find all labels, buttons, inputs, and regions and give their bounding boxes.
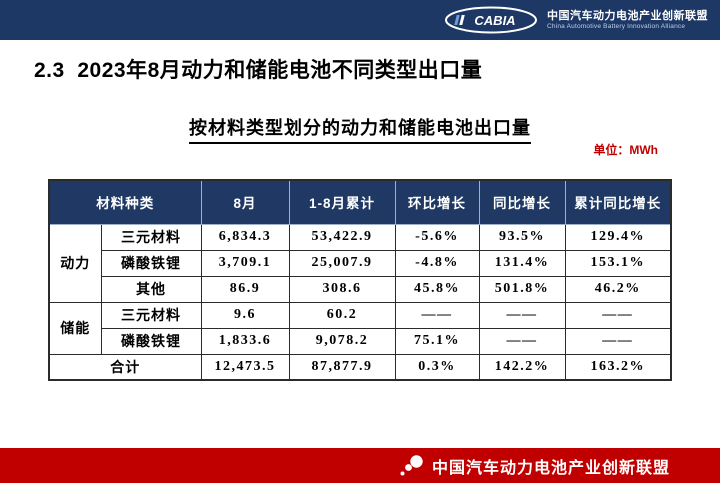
table-cell: 3,709.1 <box>200 249 290 277</box>
table-title: 按材料类型划分的动力和储能电池出口量 <box>189 114 531 144</box>
table-cell: 153.1% <box>564 249 672 277</box>
table-cell: 163.2% <box>564 353 672 381</box>
col-header-cum-yoy-growth: 累计同比增长 <box>564 179 672 225</box>
table-cell: —— <box>394 301 480 329</box>
subtitle-wrap: 按材料类型划分的动力和储能电池出口量 <box>0 114 720 144</box>
table-cell: 53,422.9 <box>288 223 396 251</box>
total-label-cell: 合计 <box>48 353 202 381</box>
table-header-row: 材料种类 8月 1-8月累计 环比增长 同比增长 累计同比增长 <box>48 179 672 225</box>
cabia-logo-icon: CABIA <box>445 6 537 34</box>
org-name-en: China Automotive Battery Innovation Alli… <box>547 22 686 30</box>
table-cell: 60.2 <box>288 301 396 329</box>
material-cell: 其他 <box>100 275 202 303</box>
table-total-row: 合计 12,473.5 87,877.9 0.3% 142.2% 163.2% <box>48 353 672 381</box>
col-header-material: 材料种类 <box>48 179 202 225</box>
org-name-block: 中国汽车动力电池产业创新联盟 China Automotive Battery … <box>547 10 708 30</box>
table-cell: 46.2% <box>564 275 672 303</box>
table-cell: 12,473.5 <box>200 353 290 381</box>
table-cell: —— <box>564 327 672 355</box>
col-header-mom-growth: 环比增长 <box>394 179 480 225</box>
group-cell-power: 动力 <box>48 223 102 303</box>
table-cell: 75.1% <box>394 327 480 355</box>
table-cell: 131.4% <box>478 249 566 277</box>
table-cell: 501.8% <box>478 275 566 303</box>
table-cell: 87,877.9 <box>288 353 396 381</box>
col-header-yoy-growth: 同比增长 <box>478 179 566 225</box>
cabia-logo-text: CABIA <box>474 13 515 28</box>
table-cell: 9,078.2 <box>288 327 396 355</box>
unit-label: 单位：MWh <box>593 143 658 157</box>
table-cell: 1,833.6 <box>200 327 290 355</box>
org-name-cn: 中国汽车动力电池产业创新联盟 <box>547 9 708 22</box>
table-cell: 142.2% <box>478 353 566 381</box>
material-cell: 三元材料 <box>100 301 202 329</box>
group-cell-storage: 储能 <box>48 301 102 355</box>
table-row: 储能 三元材料 9.6 60.2 —— —— —— <box>48 301 672 355</box>
table-cell: 25,007.9 <box>288 249 396 277</box>
col-header-august: 8月 <box>200 179 290 225</box>
table-row: 动力 三元材料 6,834.3 53,422.9 -5.6% 93.5% 129… <box>48 223 672 303</box>
page-title: 2.3 2023年8月动力和储能电池不同类型出口量 <box>34 59 483 82</box>
footer-bar: 中国汽车动力电池产业创新联盟 <box>0 448 720 483</box>
table-cell: 0.3% <box>394 353 480 381</box>
table-cell: 6,834.3 <box>200 223 290 251</box>
table-cell: -4.8% <box>394 249 480 277</box>
table-cell: —— <box>478 301 566 329</box>
table-cell: —— <box>564 301 672 329</box>
table-cell: 86.9 <box>200 275 290 303</box>
material-cell: 三元材料 <box>100 223 202 251</box>
table-cell: 45.8% <box>394 275 480 303</box>
table-cell: 129.4% <box>564 223 672 251</box>
footer-org-name: 中国汽车动力电池产业创新联盟 <box>432 459 671 477</box>
table-cell: -5.6% <box>394 223 480 251</box>
material-cell: 磷酸铁锂 <box>100 249 202 277</box>
table-row: 磷酸铁锂 1,833.6 9,078.2 75.1% —— —— <box>49 327 672 355</box>
table-cell: 9.6 <box>200 301 290 329</box>
table-cell: 308.6 <box>288 275 396 303</box>
table-cell: 93.5% <box>478 223 566 251</box>
table-row: 磷酸铁锂 3,709.1 25,007.9 -4.8% 131.4% 153.1… <box>49 249 672 277</box>
table-row: 其他 86.9 308.6 45.8% 501.8% 46.2% <box>49 275 672 303</box>
col-header-cumulative: 1-8月累计 <box>288 179 396 225</box>
material-cell: 磷酸铁锂 <box>100 327 202 355</box>
alliance-logo-icon <box>400 454 423 475</box>
table-cell: —— <box>478 327 566 355</box>
export-data-table: 材料种类 8月 1-8月累计 环比增长 同比增长 累计同比增长 动力 三元材料 … <box>48 179 672 381</box>
top-header-bar: CABIA 中国汽车动力电池产业创新联盟 China Automotive Ba… <box>0 0 720 40</box>
